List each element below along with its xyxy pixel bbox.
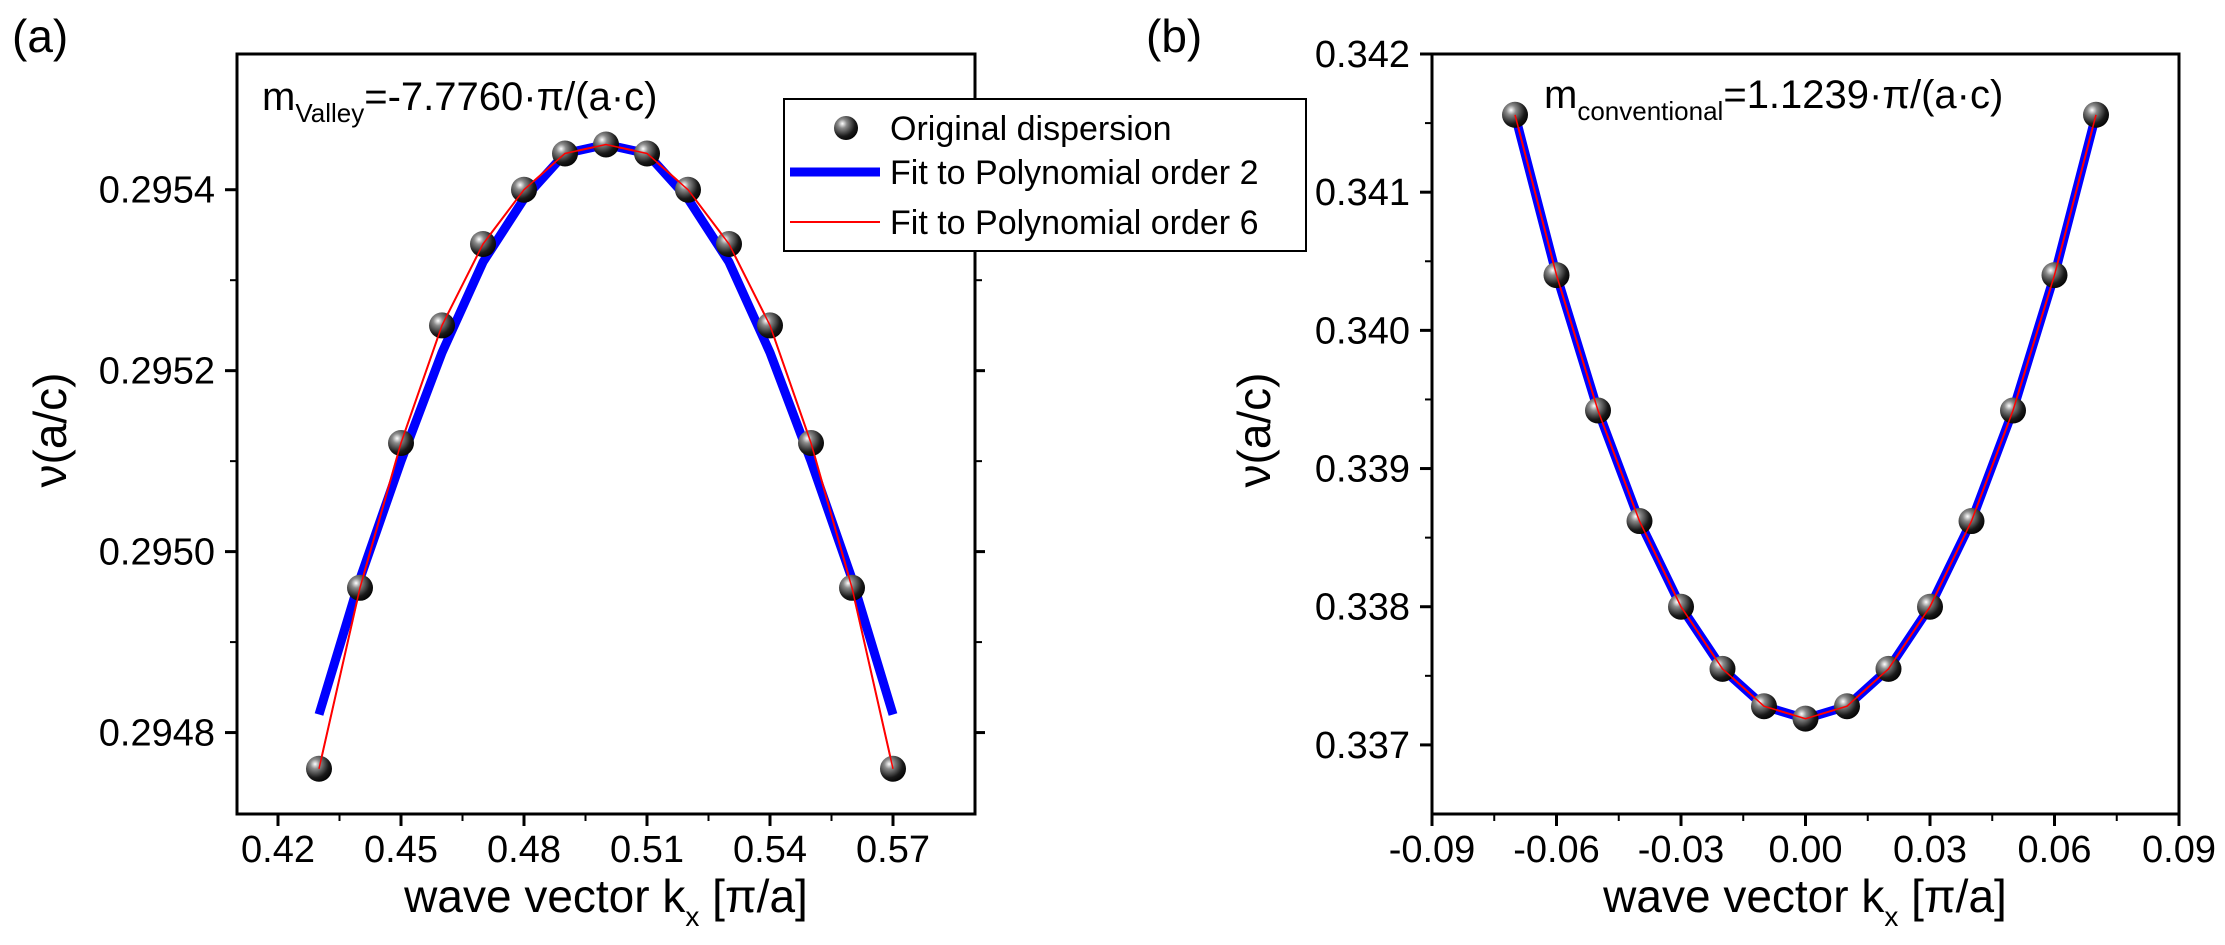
x-tick-label: 0.57: [856, 829, 930, 871]
y-tick-label: 0.342: [1315, 34, 1410, 76]
y-tick-label: 0.337: [1315, 725, 1410, 767]
y-tick-label: 0.339: [1315, 449, 1410, 491]
legend: Original dispersion Fit to Polynomial or…: [783, 98, 1307, 252]
y-tick-label: 0.338: [1315, 587, 1410, 629]
legend-label-original: Original dispersion: [890, 110, 1172, 148]
y-tick-label: 0.2948: [99, 713, 215, 755]
panel-a-label: (a): [12, 10, 68, 62]
x-tick-label: 0.45: [364, 829, 438, 871]
panel-b-ticks: -0.09 -0.06 -0.03 0.00 0.03 0.06 0.09 0.337 0.33…: [1315, 34, 2216, 871]
x-tick-label: 0.06: [2018, 829, 2092, 871]
x-tick-label: -0.09: [1389, 829, 1476, 871]
panel-a-effective-mass: mValley=-7.7760·π/(a·c): [262, 75, 657, 128]
y-tick-label: 0.2950: [99, 532, 215, 574]
panel-a-y-axis-title: ν(a/c): [24, 373, 76, 488]
legend-label-poly6: Fit to Polynomial order 6: [890, 204, 1259, 242]
panel-b-effective-mass: mconventional=1.1239·π/(a·c): [1544, 73, 2003, 126]
panel-b-x-axis-title: wave vector kx [π/a]: [1602, 870, 2007, 932]
fit-poly6-line-overlay: [318, 143, 894, 769]
x-tick-label: 0.54: [733, 829, 807, 871]
legend-label-poly2: Fit to Polynomial order 2: [890, 154, 1259, 192]
panel-a-frame: [235, 52, 977, 816]
x-tick-label: 0.03: [1893, 829, 1967, 871]
y-tick-label: 0.2952: [99, 351, 215, 393]
panel-b-frame: [1430, 52, 2181, 816]
x-tick-label: -0.03: [1638, 829, 1725, 871]
x-tick-label: 0.51: [610, 829, 684, 871]
x-tick-label: 0.48: [487, 829, 561, 871]
x-tick-label: 0.00: [1769, 829, 1843, 871]
x-tick-label: 0.09: [2142, 829, 2216, 871]
panel-a-markers: [306, 131, 906, 782]
panel-b-markers: [1502, 101, 2109, 732]
fit-poly6-line-overlay: [1514, 114, 2097, 720]
y-tick-label: 0.340: [1315, 310, 1410, 352]
panel-a-ticks: 0.42 0.45 0.48 0.51 0.54 0.57 0.2948 0.2950 0.29…: [99, 170, 985, 871]
x-tick-label: -0.06: [1513, 829, 1600, 871]
panel-a-x-axis-title: wave vector kx [π/a]: [403, 870, 808, 932]
x-tick-label: 0.42: [241, 829, 315, 871]
y-tick-label: 0.341: [1315, 172, 1410, 214]
legend-marker-original: [834, 116, 858, 140]
panel-b: (b) -0.09 -0.06 -0.03 0.00 0.03 0.06 0.09 0.337…: [1146, 10, 2216, 932]
panel-b-label: (b): [1146, 10, 1202, 62]
panel-a: (a) 0.42 0.45 0.48 0.51 0.54 0.57 0.2948 0.2950…: [12, 10, 985, 932]
y-tick-label: 0.2954: [99, 170, 215, 212]
panel-b-y-axis-title: ν(a/c): [1228, 373, 1280, 488]
